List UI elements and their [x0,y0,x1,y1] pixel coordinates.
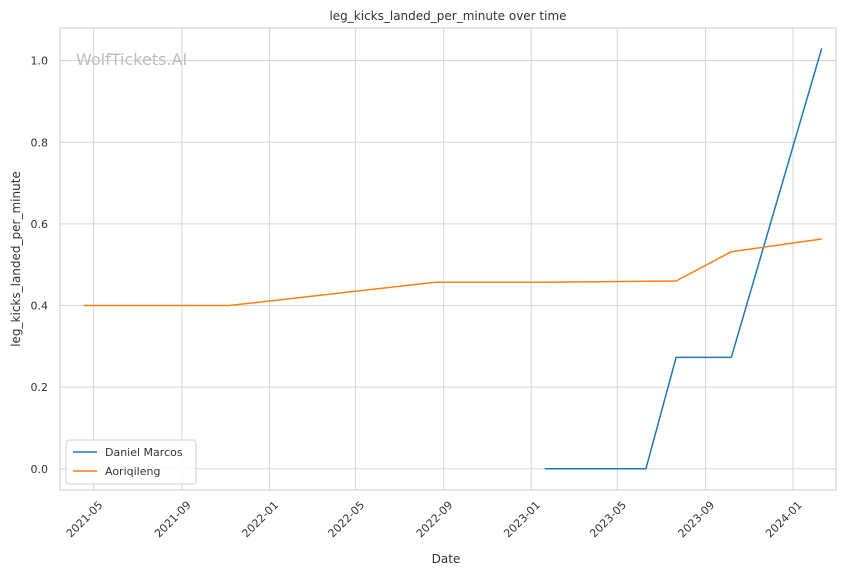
y-axis-label: leg_kicks_landed_per_minute [9,171,23,347]
y-tick-labels: 0.0 0.2 0.4 0.6 0.8 1.0 [31,55,49,476]
x-tick-label: 2022-05 [326,499,368,541]
x-tick-label: 2022-09 [414,499,456,541]
x-axis-label: Date [432,552,461,566]
y-tick-label: 0.4 [31,300,49,313]
x-tick-labels: 2021-05 2021-09 2022-01 2022-05 2022-09 2023-… [64,499,805,541]
series-layer [83,48,823,470]
plot-frame [59,27,837,491]
x-tick-label: 2023-05 [587,499,629,541]
legend: Daniel Marcos Aoriqileng [65,439,197,485]
legend-label-daniel-marcos: Daniel Marcos [105,446,183,459]
grid-layer [60,28,836,490]
chart-title: leg_kicks_landed_per_minute over time [329,9,566,23]
x-tick-label: 2021-09 [152,499,194,541]
y-tick-label: 0.2 [31,381,49,394]
y-tick-label: 0.6 [31,218,49,231]
x-tick-label: 2021-05 [64,499,106,541]
y-tick-label: 1.0 [31,55,49,68]
watermark-text: WolfTickets.AI [76,50,187,69]
y-tick-label: 0.8 [31,136,49,149]
x-tick-label: 2022-01 [240,499,282,541]
x-tick-label: 2023-09 [676,499,718,541]
x-tick-label: 2024-01 [763,499,805,541]
series-line-aoriqileng [83,238,822,307]
x-tick-label: 2023-01 [501,499,543,541]
plot-background [60,28,836,490]
legend-box [65,439,197,485]
y-tick-label: 0.0 [31,463,49,476]
legend-label-aoriqileng: Aoriqileng [105,465,160,478]
series-line-daniel-marcos [544,48,823,470]
